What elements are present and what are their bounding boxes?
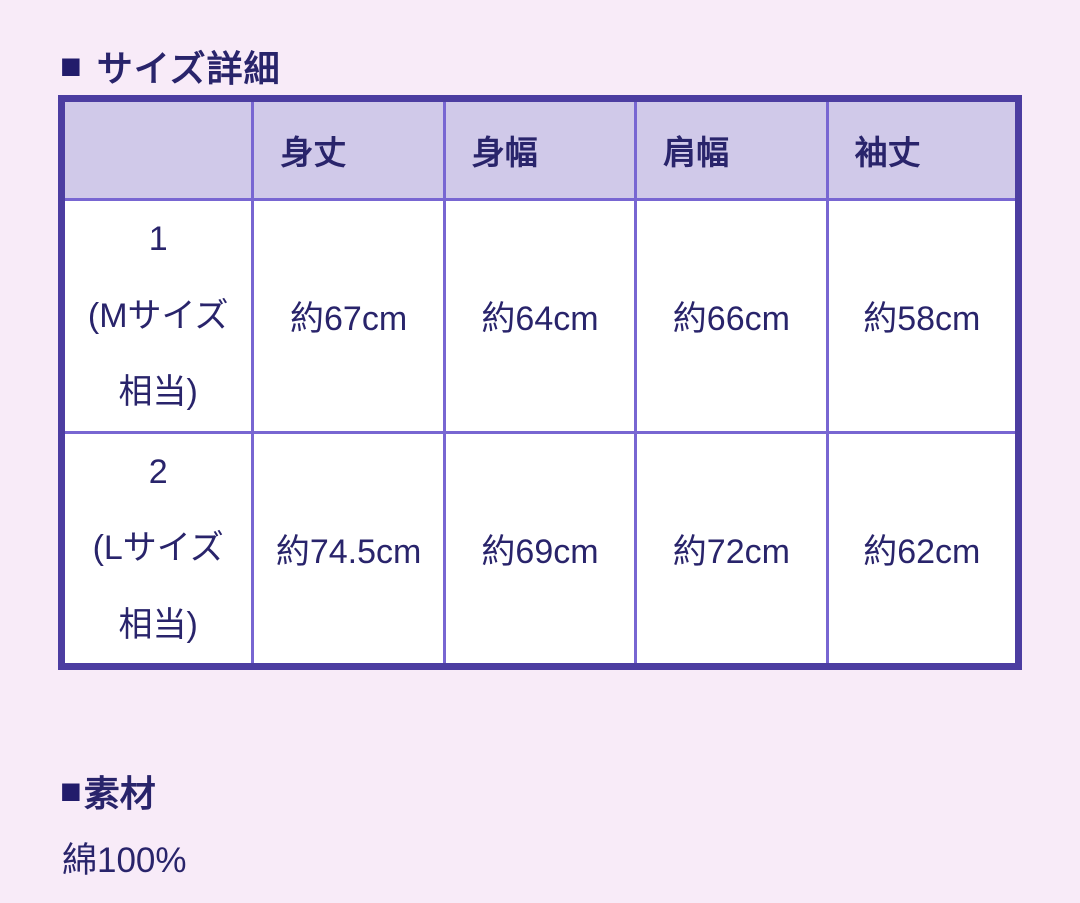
material-section-title: ■ 素材: [60, 765, 156, 817]
cell-size1-body-width: 約64cm: [442, 198, 638, 434]
header-cell-empty: [59, 97, 255, 201]
size-table-header-row: 身丈 身幅 肩幅 袖丈: [59, 97, 1021, 201]
cell-size2-shoulder-width: 約72cm: [634, 430, 829, 668]
row-label-size-2: 2 (Lサイズ相当): [59, 430, 255, 668]
size-note: (Mサイズ相当): [87, 296, 229, 412]
material-value: 綿100%: [62, 841, 187, 880]
size-number: 1: [148, 220, 168, 258]
size-note: (Lサイズ相当): [92, 529, 224, 644]
cell-size2-body-length: 約74.5cm: [251, 430, 446, 668]
size-section-title-text: サイズ詳細: [96, 48, 281, 89]
cell-size1-shoulder-width: 約66cm: [634, 198, 829, 434]
cell-size1-body-length: 約67cm: [251, 198, 446, 434]
row-label-size-1: 1 (Mサイズ相当): [59, 198, 255, 434]
table-row: 2 (Lサイズ相当) 約74.5cm 約69cm 約72cm 約62cm: [59, 430, 1021, 668]
header-cell-body-width: 身幅: [442, 97, 638, 201]
header-cell-shoulder-width: 肩幅: [634, 97, 829, 201]
square-bullet-icon: ■: [60, 770, 82, 811]
header-cell-body-length: 身丈: [251, 97, 446, 201]
table-row: 1 (Mサイズ相当) 約67cm 約64cm 約66cm 約58cm: [59, 198, 1021, 434]
size-number: 2: [148, 452, 168, 491]
square-bullet-icon: ■: [60, 45, 83, 86]
header-cell-sleeve-length: 袖丈: [825, 97, 1021, 201]
material-section-title-text: 素材: [83, 773, 156, 814]
cell-size2-sleeve-length: 約62cm: [825, 430, 1021, 668]
size-table-container: 身丈 身幅 肩幅 袖丈 1 (Mサイズ相当) 約67cm 約64cm 約66cm…: [58, 95, 1022, 670]
size-section-title: ■ サイズ詳細: [60, 40, 281, 92]
size-table: 身丈 身幅 肩幅 袖丈 1 (Mサイズ相当) 約67cm 約64cm 約66cm…: [58, 95, 1022, 670]
cell-size2-body-width: 約69cm: [442, 430, 638, 668]
cell-size1-sleeve-length: 約58cm: [825, 198, 1021, 434]
